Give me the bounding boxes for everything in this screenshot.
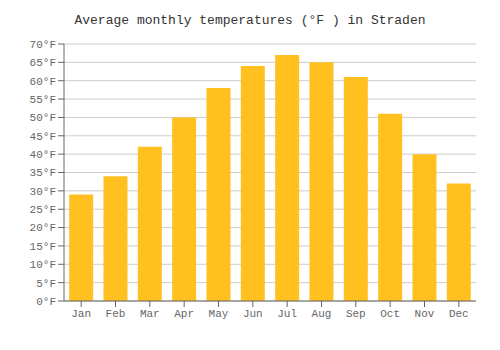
svg-text:25°F: 25°F [30,204,56,216]
svg-text:Oct: Oct [380,308,400,320]
svg-text:Mar: Mar [140,308,160,320]
svg-text:45°F: 45°F [30,131,56,143]
svg-text:40°F: 40°F [30,149,56,161]
svg-text:Nov: Nov [415,308,435,320]
svg-text:30°F: 30°F [30,186,56,198]
svg-text:10°F: 10°F [30,259,56,271]
svg-text:Jun: Jun [243,308,263,320]
svg-text:Sep: Sep [346,308,366,320]
svg-text:May: May [209,308,229,320]
svg-text:Feb: Feb [106,308,126,320]
svg-text:20°F: 20°F [30,222,56,234]
svg-text:Dec: Dec [449,308,469,320]
svg-text:55°F: 55°F [30,94,56,106]
svg-text:Apr: Apr [174,308,194,320]
svg-text:15°F: 15°F [30,241,56,253]
svg-text:5°F: 5°F [36,278,56,290]
svg-text:35°F: 35°F [30,167,56,179]
svg-text:50°F: 50°F [30,112,56,124]
svg-text:65°F: 65°F [30,57,56,69]
svg-text:Jul: Jul [277,308,297,320]
html-text:Average monthly temperatures (: Average monthly temperatures (°F ) in St… [74,13,426,28]
svg-text:70°F: 70°F [30,39,56,51]
svg-text:Aug: Aug [312,308,332,320]
svg-text:60°F: 60°F [30,76,56,88]
svg-text:0°F: 0°F [36,296,56,308]
svg-text:Jan: Jan [71,308,91,320]
